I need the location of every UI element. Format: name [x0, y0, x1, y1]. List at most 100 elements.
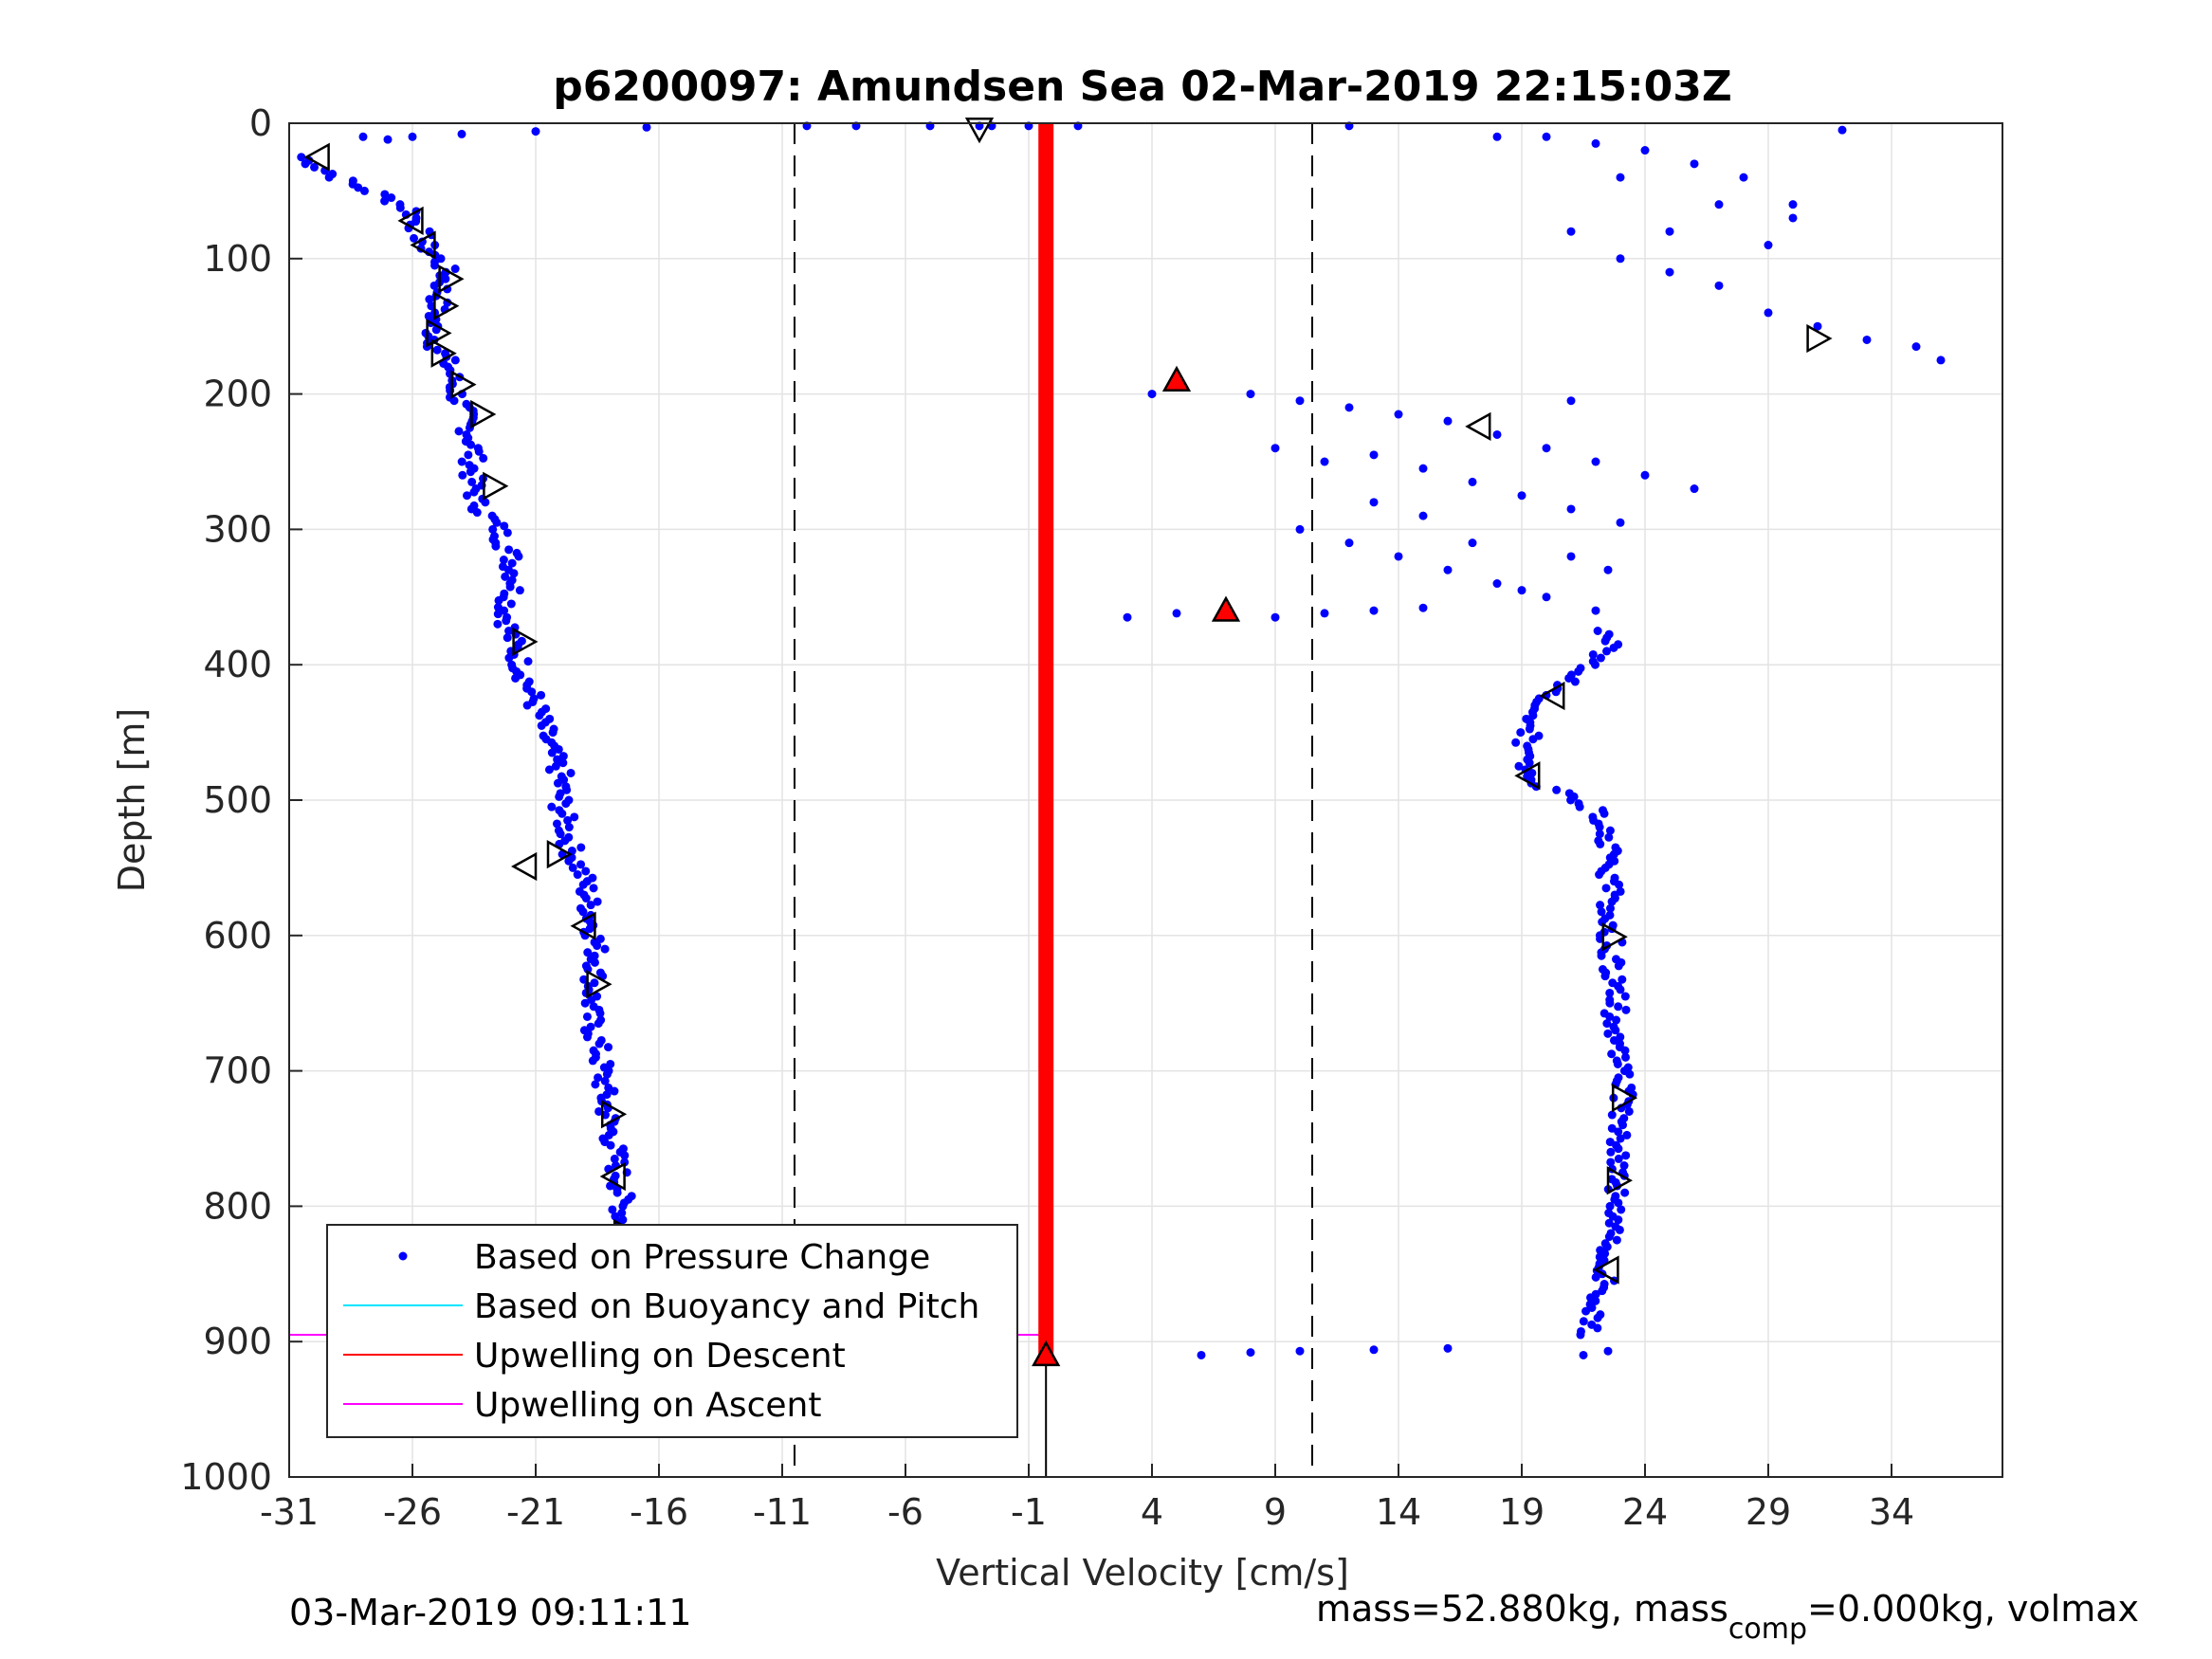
- data-point: [566, 768, 576, 777]
- data-point: [457, 129, 466, 138]
- data-point: [1468, 538, 1477, 548]
- data-point: [558, 758, 568, 768]
- data-point: [1147, 390, 1157, 399]
- data-point: [1605, 826, 1615, 835]
- data-point: [410, 233, 419, 243]
- data-point: [1523, 741, 1532, 751]
- data-point: [582, 1012, 592, 1021]
- data-point: [479, 453, 488, 463]
- data-point: [1591, 606, 1600, 615]
- data-point: [554, 744, 563, 754]
- ascent-triangle-marker: [1606, 1166, 1633, 1195]
- data-point: [556, 830, 565, 839]
- data-point: [1608, 978, 1618, 988]
- data-point: [1616, 173, 1625, 182]
- data-point: [544, 765, 554, 775]
- data-point: [612, 1188, 622, 1197]
- y-tick-label: 700: [203, 1050, 272, 1092]
- data-point: [1492, 429, 1502, 439]
- data-point: [620, 1151, 630, 1160]
- data-point: [1611, 1192, 1620, 1201]
- data-point: [1597, 907, 1606, 917]
- x-tick-label: -21: [506, 1491, 565, 1533]
- data-point: [1320, 609, 1329, 618]
- y-tick-label: 900: [203, 1321, 272, 1362]
- data-point: [1492, 132, 1502, 141]
- data-point: [1566, 670, 1576, 680]
- data-point: [594, 1039, 604, 1048]
- data-point: [1607, 1123, 1617, 1133]
- data-point: [488, 524, 498, 534]
- ascent-triangle-marker: [1593, 1255, 1619, 1285]
- red-triangle-marker: [1211, 595, 1241, 622]
- data-point: [591, 1080, 600, 1089]
- data-point: [1622, 1130, 1632, 1139]
- data-point: [1418, 603, 1428, 612]
- data-point: [387, 193, 396, 203]
- data-point: [1837, 125, 1847, 135]
- x-tick-label: 4: [1141, 1491, 1163, 1533]
- data-point: [1611, 843, 1620, 852]
- data-point: [606, 1181, 615, 1191]
- data-point: [1603, 565, 1613, 574]
- data-point: [1443, 565, 1453, 574]
- descent-triangle-marker: [470, 399, 497, 429]
- data-point: [522, 701, 532, 710]
- data-point: [580, 998, 590, 1008]
- data-point: [594, 1019, 603, 1029]
- data-point: [586, 901, 595, 910]
- data-point: [1566, 552, 1576, 561]
- data-point: [1492, 579, 1502, 589]
- data-point: [1566, 396, 1576, 406]
- data-point: [1514, 761, 1524, 771]
- data-point: [504, 653, 514, 663]
- data-point: [600, 1076, 610, 1085]
- y-tick-label: 100: [203, 238, 272, 280]
- data-point: [1602, 1019, 1612, 1029]
- data-point: [1511, 738, 1521, 747]
- legend-box: [326, 1224, 1018, 1438]
- x-tick-label: 29: [1746, 1491, 1791, 1533]
- data-point: [1612, 1235, 1621, 1245]
- data-point: [1616, 518, 1625, 527]
- data-point: [1552, 785, 1562, 794]
- descent-triangle-marker: [511, 851, 538, 882]
- data-point: [1640, 146, 1650, 155]
- footer-mass-prefix: mass=52.880kg, mass: [1316, 1588, 1728, 1630]
- data-point: [1600, 1280, 1609, 1289]
- data-point: [450, 264, 460, 274]
- data-point: [1542, 592, 1551, 602]
- data-point: [1516, 728, 1526, 738]
- data-point: [1246, 1348, 1255, 1358]
- data-point: [562, 785, 572, 794]
- legend: Based on Pressure Change Based on Buoyanc…: [326, 1224, 1018, 1438]
- data-point: [1320, 457, 1329, 466]
- data-point: [1344, 538, 1354, 548]
- data-point: [1123, 612, 1132, 622]
- descent-triangle-marker: [397, 206, 424, 235]
- ascent-triangle-marker: [1539, 681, 1565, 711]
- x-tick-label: 24: [1622, 1491, 1668, 1533]
- data-point: [593, 897, 602, 906]
- data-point: [464, 450, 473, 460]
- data-point: [430, 281, 439, 290]
- descent-triangle-marker: [483, 471, 509, 501]
- data-point: [602, 1069, 612, 1079]
- footer-mass-suffix: =0.000kg, volmax: [1807, 1588, 2139, 1630]
- descent-triangle-marker: [438, 264, 465, 294]
- data-point: [1369, 498, 1379, 507]
- data-point: [424, 311, 433, 320]
- data-point: [1576, 664, 1585, 673]
- data-point: [1600, 1009, 1609, 1018]
- data-point: [576, 860, 586, 869]
- data-point: [1564, 789, 1574, 798]
- data-point: [573, 870, 582, 880]
- data-point: [1619, 1114, 1629, 1123]
- x-tick-label: -1: [1011, 1491, 1047, 1533]
- data-point: [1611, 955, 1620, 964]
- data-point: [1610, 873, 1619, 883]
- ascent-triangle-marker: [1601, 922, 1628, 952]
- data-point: [594, 1073, 603, 1083]
- data-point: [1690, 484, 1699, 494]
- data-point: [1587, 1320, 1597, 1329]
